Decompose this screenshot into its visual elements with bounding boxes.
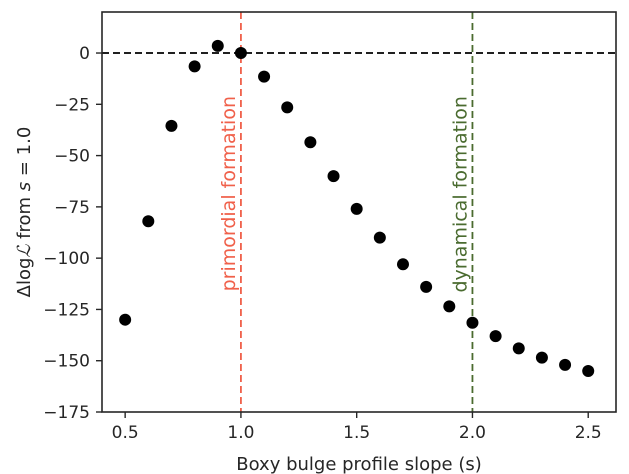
x-tick-label: 0.5 [112,423,139,443]
y-axis-label-from: from [14,191,35,244]
y-axis-label-delta-log: Δlog [14,258,35,298]
data-point [281,101,294,114]
data-point [559,358,572,371]
data-point [304,136,317,149]
y-tick-label: −150 [43,352,90,372]
data-point [512,342,525,355]
data-point [165,119,178,132]
y-axis-label-script-l: ℒ [14,244,35,258]
x-tick-label: 2.0 [459,423,486,443]
x-tick-label: 1.0 [227,423,254,443]
data-point [489,330,502,343]
data-point [535,351,548,364]
y-tick-label: −75 [54,198,90,218]
x-tick-label: 2.5 [575,423,602,443]
data-point [234,47,247,60]
data-point [142,215,155,228]
y-tick-label: −50 [54,147,90,167]
y-tick-label: −25 [54,95,90,115]
plot-area-frame [101,11,617,413]
y-tick-label: −175 [43,403,90,423]
y-axis-label: Δlogℒ from s = 1.0 [14,127,35,298]
x-axis-label: Boxy bulge profile slope (s) [236,454,482,474]
annotation-label-2: dynamical formation [449,96,471,293]
data-point [582,364,595,377]
data-point [119,313,132,326]
data-point [373,231,386,244]
data-point [443,300,456,313]
data-point [396,258,409,271]
y-axis-label-value: = 1.0 [14,127,35,182]
y-tick-label: 0 [79,44,90,64]
y-axis-label-var: s [14,182,35,191]
data-point [211,39,224,52]
data-point [350,202,363,215]
data-point [188,60,201,73]
y-tick-label: −100 [43,249,90,269]
x-tick-label: 1.5 [343,423,370,443]
y-tick-label: −125 [43,300,90,320]
data-point [420,280,433,293]
data-point [466,316,479,329]
annotation-label-1: primordial formation [218,96,240,291]
data-point [258,70,271,83]
data-point [327,170,340,183]
